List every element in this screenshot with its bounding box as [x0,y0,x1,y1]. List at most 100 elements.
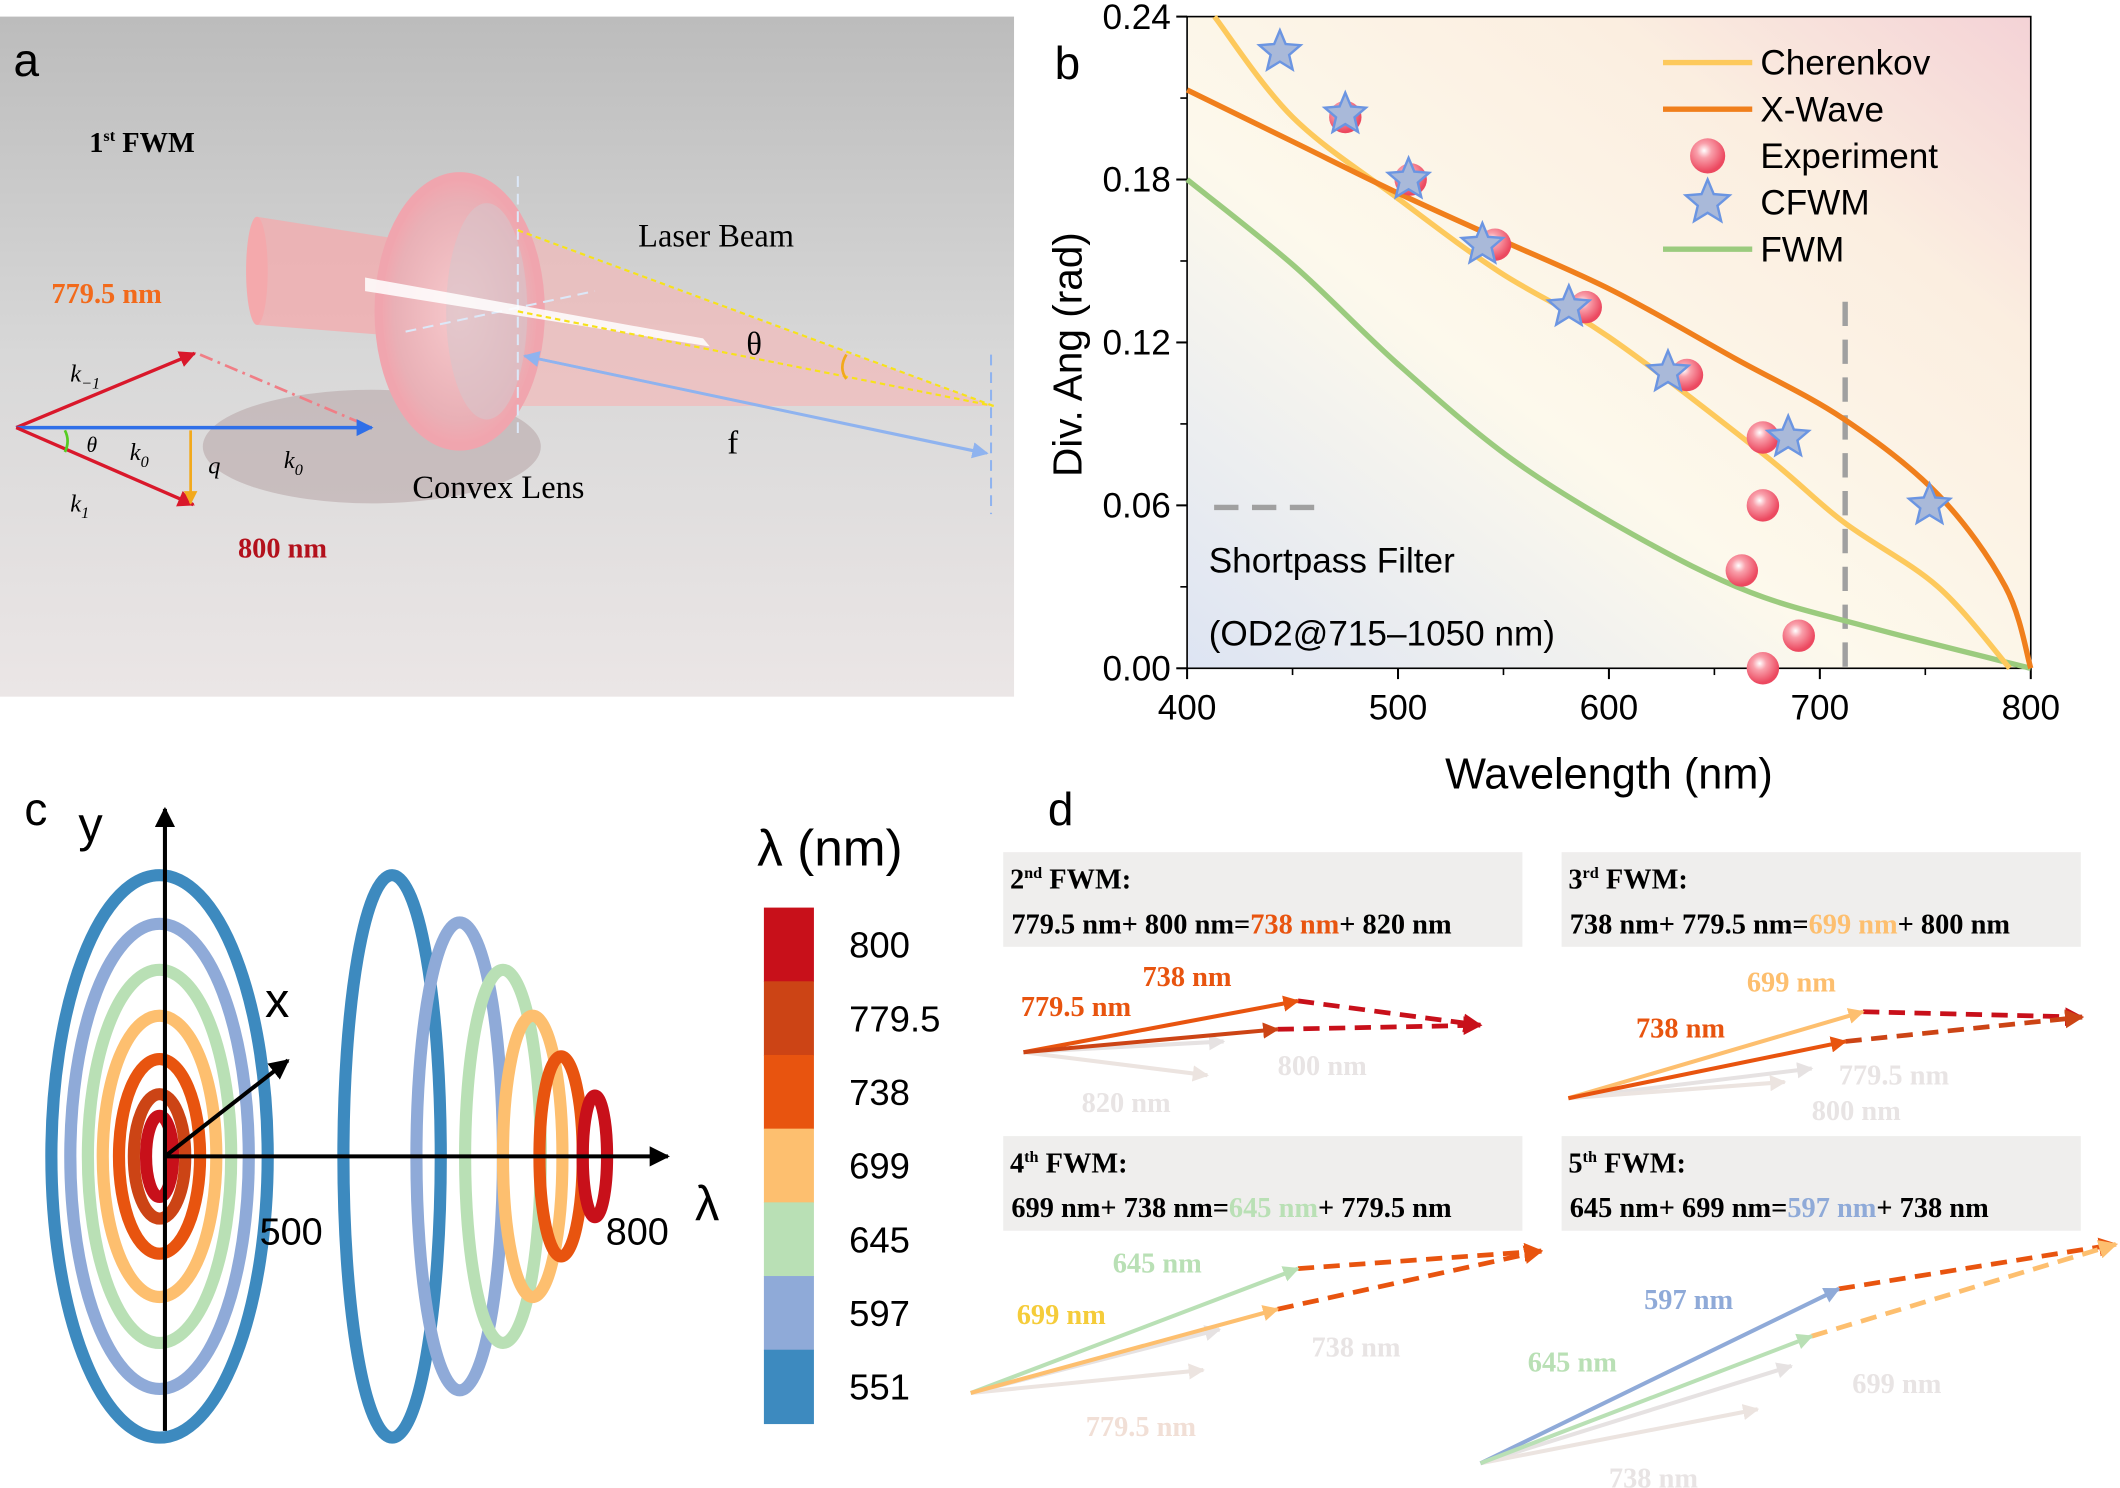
vector-a [970,1266,1300,1395]
fwm-title-text: FWM: [1042,865,1131,896]
y-axis-label: y [78,798,103,852]
focal-length-arrow [524,354,989,459]
vector-k-minus1 [15,351,197,430]
fwm-equation-box [1003,852,1523,947]
label-k0-a: k0 [130,439,149,471]
faint-vector-b [1568,1075,1787,1101]
fwm-title-superscript: th [1024,1148,1038,1166]
faint-vector-b [970,1363,1205,1395]
vector-b [1479,1333,1814,1466]
faint-vector-b [1023,1050,1209,1082]
x-tick-label: 800 [2001,689,2060,728]
label-angle: θ [87,433,98,457]
fwm-title-number: 3 [1568,865,1582,896]
tick-500: 500 [260,1211,323,1253]
equation-inputs: 645 nm+ 699 nm= [1570,1193,1788,1224]
fwm-title: 3rd FWM: [1568,864,1687,896]
panel-a-title: 1st FWM [89,127,194,159]
dashed-vector-b [1845,1009,2085,1044]
angle-arc [63,429,69,453]
faint-vector-a-label: 738 nm [1311,1332,1400,1363]
fwm-panel-4: 4th FWM:699 nm+ 738 nm=645 nm+ 779.5 nm6… [970,1136,1544,1443]
vector-k1 [15,426,195,507]
experiment-point [1746,652,1780,685]
colorbar-swatch-551 [763,1349,814,1425]
colorbar-label: 597 [849,1293,910,1334]
cfwm-point [1545,282,1593,328]
vector-a [1023,995,1300,1055]
x-axis-label: x [265,974,289,1028]
plot-area [1186,15,2032,670]
vector-b [1023,1022,1280,1055]
x-tick-label: 400 [1158,689,1217,728]
theta-label: θ [746,327,762,363]
x-axis-label: Wavelength (nm) [1445,751,1773,799]
vector-b-label: 738 nm [1636,1013,1725,1044]
colorbar-swatch-738 [763,1054,814,1130]
fwm-title-number: 4 [1010,1149,1024,1180]
fwm-panel-5: 5th FWM:645 nm+ 699 nm=597 nm+ 738 nm597… [1479,1136,2118,1488]
vector-b [1567,1036,1848,1101]
colorbar-label: 800 [849,925,910,966]
faint-vector-b-label: 779.5 nm [1086,1412,1197,1443]
vector-b [970,1305,1280,1395]
y-tick-label: 0.24 [1102,0,1170,37]
wavelength-800-label: 800 nm [238,533,327,564]
colorbar-swatch-699 [763,1128,814,1204]
colorbar-label: 738 [849,1072,910,1113]
fwm-title: 2nd FWM: [1010,864,1131,896]
annotation-od2: (OD2@715–1050 nm) [1209,614,1555,653]
experiment-point [1746,489,1780,522]
label-q: q [208,453,220,480]
fwm-title-text: FWM: [1599,865,1688,896]
cfwm-point [1384,154,1433,200]
fwm-panel-2: 2nd FWM:779.5 nm+ 800 nm=738 nm+ 820 nm7… [1003,852,1523,1119]
panel-label-b: b [1055,37,1081,89]
dashed-vector-b [1277,1016,1483,1036]
fwm-equation-box [1003,1136,1523,1231]
legend-label-cfwm: CFWM [1760,184,1869,223]
dashed-vector-a [1863,1007,2085,1027]
legend-label-experiment: Experiment [1760,137,1938,176]
fwm-equation-box [1561,852,2081,947]
fwm-line [1185,177,2032,671]
colorbar-swatch-645 [763,1202,814,1277]
fwm-title-superscript: th [1583,1148,1597,1166]
fwm-equation: 779.5 nm+ 800 nm=738 nm+ 820 nm [1011,909,1452,940]
fwm-equation: 645 nm+ 699 nm=597 nm+ 738 nm [1570,1193,1989,1224]
fwm-title-text: FWM: [1597,1149,1686,1180]
equation-idler: + 738 nm [1876,1193,1989,1224]
cone-edge-axis [517,310,994,408]
y-tick-label: 0.06 [1102,487,1170,526]
y-axis-label: Div. Ang (rad) [1045,232,1091,477]
faint-vector-a [1479,1362,1794,1466]
experiment-point [1782,619,1815,652]
y-tick-label: 0.18 [1102,161,1170,200]
fwm-title-text: FWM: [1039,1149,1128,1180]
colorbar-swatch-597 [763,1276,814,1351]
fwm-title-number: 5 [1568,1149,1582,1180]
equation-inputs: 738 nm+ 779.5 nm= [1570,909,1809,940]
vector-b-label: 699 nm [1017,1300,1106,1331]
faint-vector-a-label: 779.5 nm [1839,1061,1950,1092]
legend: Cherenkov X-Wave Experiment CFWM FWM [1663,44,1938,269]
equation-idler: + 779.5 nm [1318,1193,1452,1224]
fwm-title: 5th FWM: [1568,1148,1686,1180]
convex-lens-label: Convex Lens [412,470,584,506]
panel-c: c y x λ 500 800 λ (nm) 800 779.5 738 699 645… [24,783,940,1444]
annotation-shortpass: Shortpass Filter [1209,541,1455,580]
vector-a-label: 699 nm [1747,967,1836,998]
colorbar-label: 645 [849,1219,910,1260]
faint-vector-a-label: 800 nm [1278,1051,1367,1082]
fwm-panel-3: 3rd FWM:738 nm+ 779.5 nm=699 nm+ 800 nm6… [1561,852,2085,1127]
equation-idler: + 800 nm [1898,909,2011,940]
faint-vector-b-label: 820 nm [1082,1088,1171,1119]
vector-a [1567,1008,1865,1101]
cfwm-point [1644,347,1692,393]
cfwm-point [1256,27,1304,72]
panel-d: d 2nd FWM:779.5 nm+ 800 nm=738 nm+ 820 n… [970,783,2118,1488]
equation-idler: + 820 nm [1339,909,1452,940]
laser-beam-end [246,216,268,325]
fwm-title-superscript: rd [1583,864,1599,882]
